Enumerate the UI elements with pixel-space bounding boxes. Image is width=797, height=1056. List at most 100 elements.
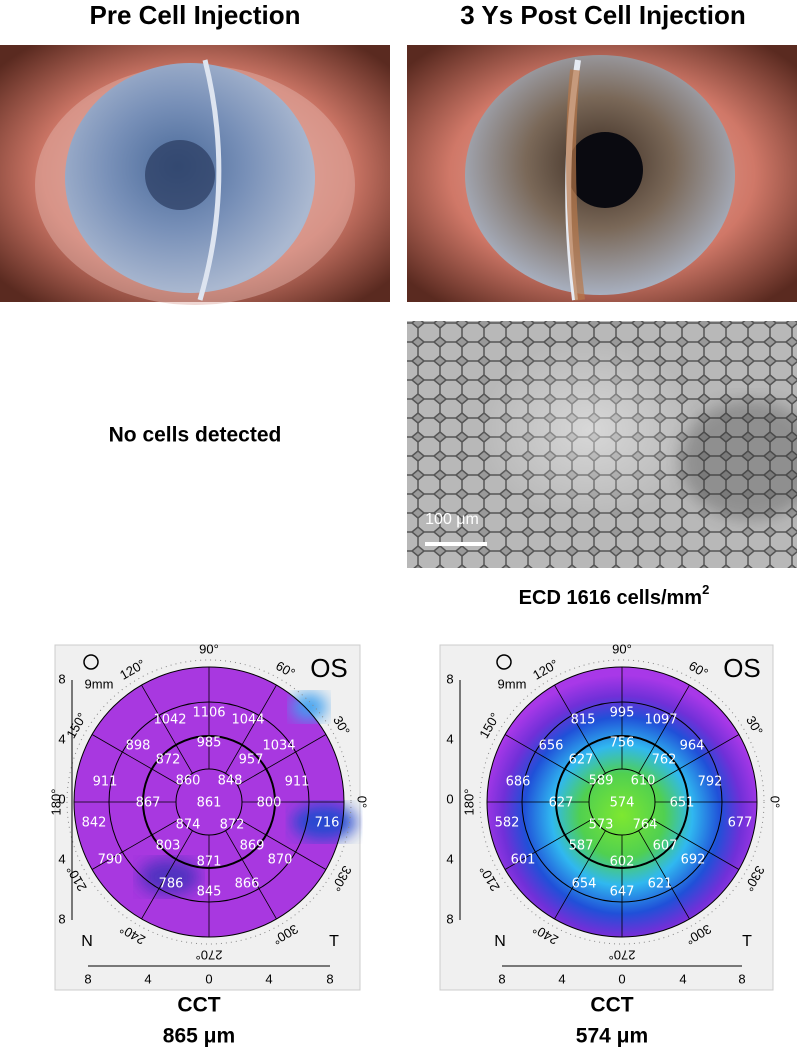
thickness-value: 898 [126, 739, 151, 754]
thickness-value: 1044 [231, 713, 264, 728]
pre-photo [0, 45, 390, 305]
x-tick-label: 4 [679, 971, 686, 986]
x-tick-label: 8 [498, 971, 505, 986]
thickness-value: 654 [572, 877, 597, 892]
thickness-value: 985 [197, 736, 222, 751]
thickness-value: 627 [549, 796, 574, 811]
map-spoke [554, 684, 606, 774]
map-spoke [237, 734, 327, 786]
thickness-map [74, 667, 344, 937]
scale-bar-label: 100 μm [425, 511, 479, 528]
cct-value: 865 μm [163, 1025, 235, 1048]
magnifier [496, 654, 512, 670]
y-tick-label: 8 [58, 911, 65, 926]
x-tick-label: 0 [205, 971, 212, 986]
x-tick-label: 4 [265, 971, 272, 986]
y-tick-label: 4 [58, 731, 65, 746]
x-tick-label: 8 [326, 971, 333, 986]
thin-zone [291, 693, 327, 721]
thickness-value: 911 [93, 775, 118, 790]
thickness-value: 1034 [262, 739, 295, 754]
angle-label: 90° [199, 641, 219, 656]
map-spoke [504, 734, 594, 786]
magnifier [83, 654, 99, 670]
thickness-value: 803 [156, 839, 181, 854]
thickness-value: 601 [511, 853, 536, 868]
map-spoke [225, 830, 277, 920]
map-spoke [650, 818, 740, 870]
thickness-value: 589 [589, 774, 614, 789]
thickness-value: 647 [610, 885, 635, 900]
angle-label: 180° [461, 789, 476, 816]
thickness-value: 911 [285, 775, 310, 790]
thickness-value: 1106 [192, 706, 225, 721]
scale-label: 9mm [498, 676, 527, 691]
thickness-value: 860 [176, 774, 201, 789]
x-tick-label: 0 [618, 971, 625, 986]
thickness-value: 762 [652, 753, 677, 768]
thickness-value: 573 [589, 818, 614, 833]
map-spoke [225, 684, 277, 774]
thickness-value: 869 [240, 839, 265, 854]
thickness-value: 995 [610, 706, 635, 721]
angle-label: 180° [48, 789, 63, 816]
outer-ring [479, 659, 765, 945]
thickness-value: 790 [98, 853, 123, 868]
y-tick-label: 8 [446, 911, 453, 926]
thickness-value: 607 [653, 839, 678, 854]
angle-label: 0° [768, 796, 783, 808]
y-tick-label: 4 [446, 851, 453, 866]
thickness-value: 872 [156, 753, 181, 768]
thickness-value: 574 [610, 796, 635, 811]
thickness-value: 656 [539, 739, 564, 754]
thickness-map [487, 667, 757, 937]
map-spoke [638, 684, 690, 774]
thickness-value: 582 [495, 816, 520, 831]
thickness-value: 764 [633, 818, 658, 833]
title: Pre Cell Injection [90, 0, 301, 30]
thickness-value: 602 [610, 855, 635, 870]
map-spoke [91, 734, 181, 786]
thickness-value: 866 [235, 877, 260, 892]
map-spoke [237, 818, 327, 870]
thickness-value: 627 [569, 753, 594, 768]
thickness-value: 861 [197, 796, 222, 811]
thickness-value: 867 [136, 796, 161, 811]
thickness-value: 686 [506, 775, 531, 790]
y-tick-label: 0 [446, 791, 453, 806]
ecd: ECD 1616 cells/mm2 [519, 582, 710, 609]
thickness-value: 587 [569, 839, 594, 854]
thickness-value: 815 [571, 713, 596, 728]
thickness-value: 845 [197, 885, 222, 900]
map-spoke [91, 818, 181, 870]
thickness-value: 786 [159, 877, 184, 892]
map-spoke [554, 830, 606, 920]
x-tick-label: 8 [738, 971, 745, 986]
specular-image [407, 321, 797, 568]
thickness-value: 870 [268, 853, 293, 868]
title: 3 Ys Post Cell Injection [460, 0, 746, 30]
thickness-value: 957 [239, 753, 264, 768]
y-tick-label: 8 [446, 671, 453, 686]
thickness-value: 610 [631, 774, 656, 789]
angle-label: 0° [355, 796, 370, 808]
map-spoke [638, 830, 690, 920]
y-tick-label: 4 [446, 731, 453, 746]
cct-label: CCT [590, 994, 633, 1017]
y-tick-label: 8 [58, 671, 65, 686]
x-tick-label: 4 [144, 971, 151, 986]
note: No cells detected [109, 424, 282, 447]
nasal-label: N [494, 933, 506, 950]
y-tick-label: 4 [58, 851, 65, 866]
temporal-label: T [742, 933, 752, 950]
eye-label: OS [310, 653, 348, 683]
thickness-value: 677 [728, 816, 753, 831]
thickness-value: 621 [648, 877, 673, 892]
angle-label: 270° [196, 948, 223, 963]
thickness-value: 1097 [644, 713, 677, 728]
ecd-sup: 2 [702, 582, 709, 597]
scale-label: 9mm [85, 676, 114, 691]
map-spoke [650, 734, 740, 786]
ecd-text: ECD 1616 cells/mm [519, 587, 702, 609]
thickness-value: 716 [315, 816, 340, 831]
